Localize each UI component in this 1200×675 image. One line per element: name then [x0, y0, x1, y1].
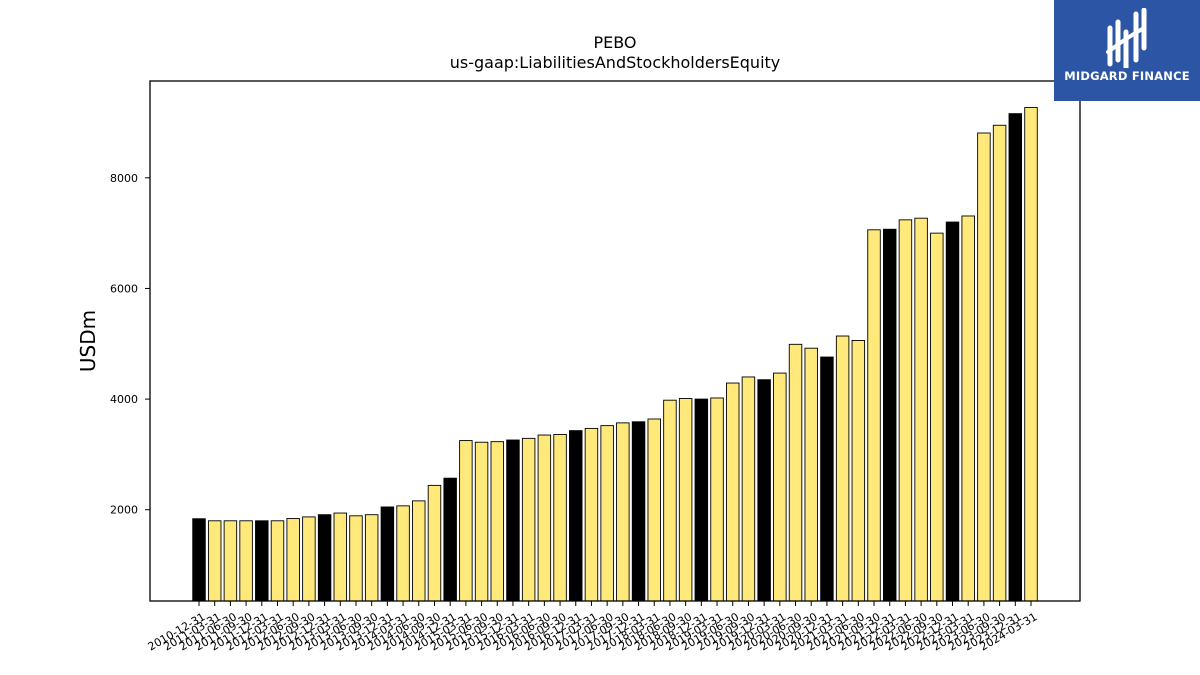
bar-2020-06-30: [788, 343, 803, 602]
bar-2017-06-30: [600, 425, 614, 602]
bar-2019-06-30: [726, 382, 740, 602]
bar-2021-06-30: [851, 340, 866, 602]
bar-2016-03-31: [521, 437, 536, 602]
bar-2022-09-30: [930, 232, 944, 602]
bar-2017-03-31: [584, 427, 599, 602]
bar-2012-09-30: [302, 516, 316, 602]
y-tick-label: 2000: [110, 504, 138, 517]
bar-2014-12-31: [443, 477, 457, 602]
bar-2022-12-31: [945, 221, 960, 602]
plot-area: 2010-12-312011-03-312011-06-302011-09-30…: [110, 107, 1040, 653]
bar-2017-09-30: [616, 422, 630, 602]
chart-subtitle: us-gaap:LiabilitiesAndStockholdersEquity: [450, 53, 781, 72]
bar-2019-12-31: [757, 379, 771, 602]
bar-2011-03-31: [207, 520, 222, 602]
bar-2023-06-30: [977, 132, 991, 602]
bar-2014-09-30: [427, 484, 442, 602]
bar-2018-06-30: [663, 399, 677, 602]
bar-2018-12-31: [694, 398, 709, 602]
bar-2021-03-31: [835, 335, 850, 602]
bar-2011-09-30: [239, 520, 253, 602]
bar-2013-12-31: [380, 506, 395, 602]
bar-2024-03-31: [1024, 107, 1038, 602]
y-axis-label: USDm: [76, 310, 100, 372]
bar-2015-09-30: [490, 441, 504, 602]
bar-2023-12-31: [1008, 113, 1023, 602]
bar-2023-03-31: [961, 215, 975, 602]
bar-2022-06-30: [914, 217, 928, 602]
bar-2016-09-30: [553, 434, 567, 602]
bar-2020-09-30: [804, 347, 818, 602]
bar-2023-09-30: [992, 124, 1007, 602]
bar-2021-12-31: [882, 228, 897, 602]
bar-2019-03-31: [710, 397, 724, 602]
bar-2020-12-31: [820, 356, 834, 602]
bar-2013-03-31: [333, 512, 348, 602]
y-tick-label: 6000: [110, 282, 138, 295]
bar-2014-06-30: [412, 500, 426, 602]
bar-2016-06-30: [537, 434, 552, 602]
bar-2013-09-30: [364, 514, 379, 602]
chart-title: PEBO: [593, 33, 636, 52]
bar-2011-06-30: [223, 520, 238, 602]
bar-2013-06-30: [349, 515, 363, 602]
bar-2011-12-31: [255, 520, 269, 602]
bar-2018-03-31: [647, 418, 661, 602]
bar-2012-06-30: [286, 518, 300, 602]
plot-frame: [149, 80, 1081, 602]
midgard-logo-icon: [1106, 8, 1147, 68]
bar-2017-12-31: [631, 421, 646, 602]
bar-2012-12-31: [317, 514, 332, 602]
bar-2010-12-31: [192, 518, 206, 602]
brand-name: MIDGARD FINANCE: [1064, 69, 1190, 83]
bar-2020-03-31: [773, 372, 787, 602]
bar-2016-12-31: [569, 430, 583, 602]
bar-2015-12-31: [506, 439, 520, 602]
bar-2022-03-31: [898, 219, 913, 602]
y-tick-label: 4000: [110, 393, 138, 406]
bar-2021-09-30: [867, 229, 881, 602]
bar-2018-09-30: [678, 398, 693, 602]
y-tick-label: 8000: [110, 172, 138, 185]
bar-2015-03-31: [459, 440, 473, 602]
bar-2015-06-30: [474, 441, 489, 602]
brand-logo: MIDGARD FINANCE: [1054, 0, 1200, 101]
bar-2012-03-31: [270, 520, 285, 602]
bar-2019-09-30: [741, 376, 756, 602]
bar-2014-03-31: [396, 505, 410, 602]
